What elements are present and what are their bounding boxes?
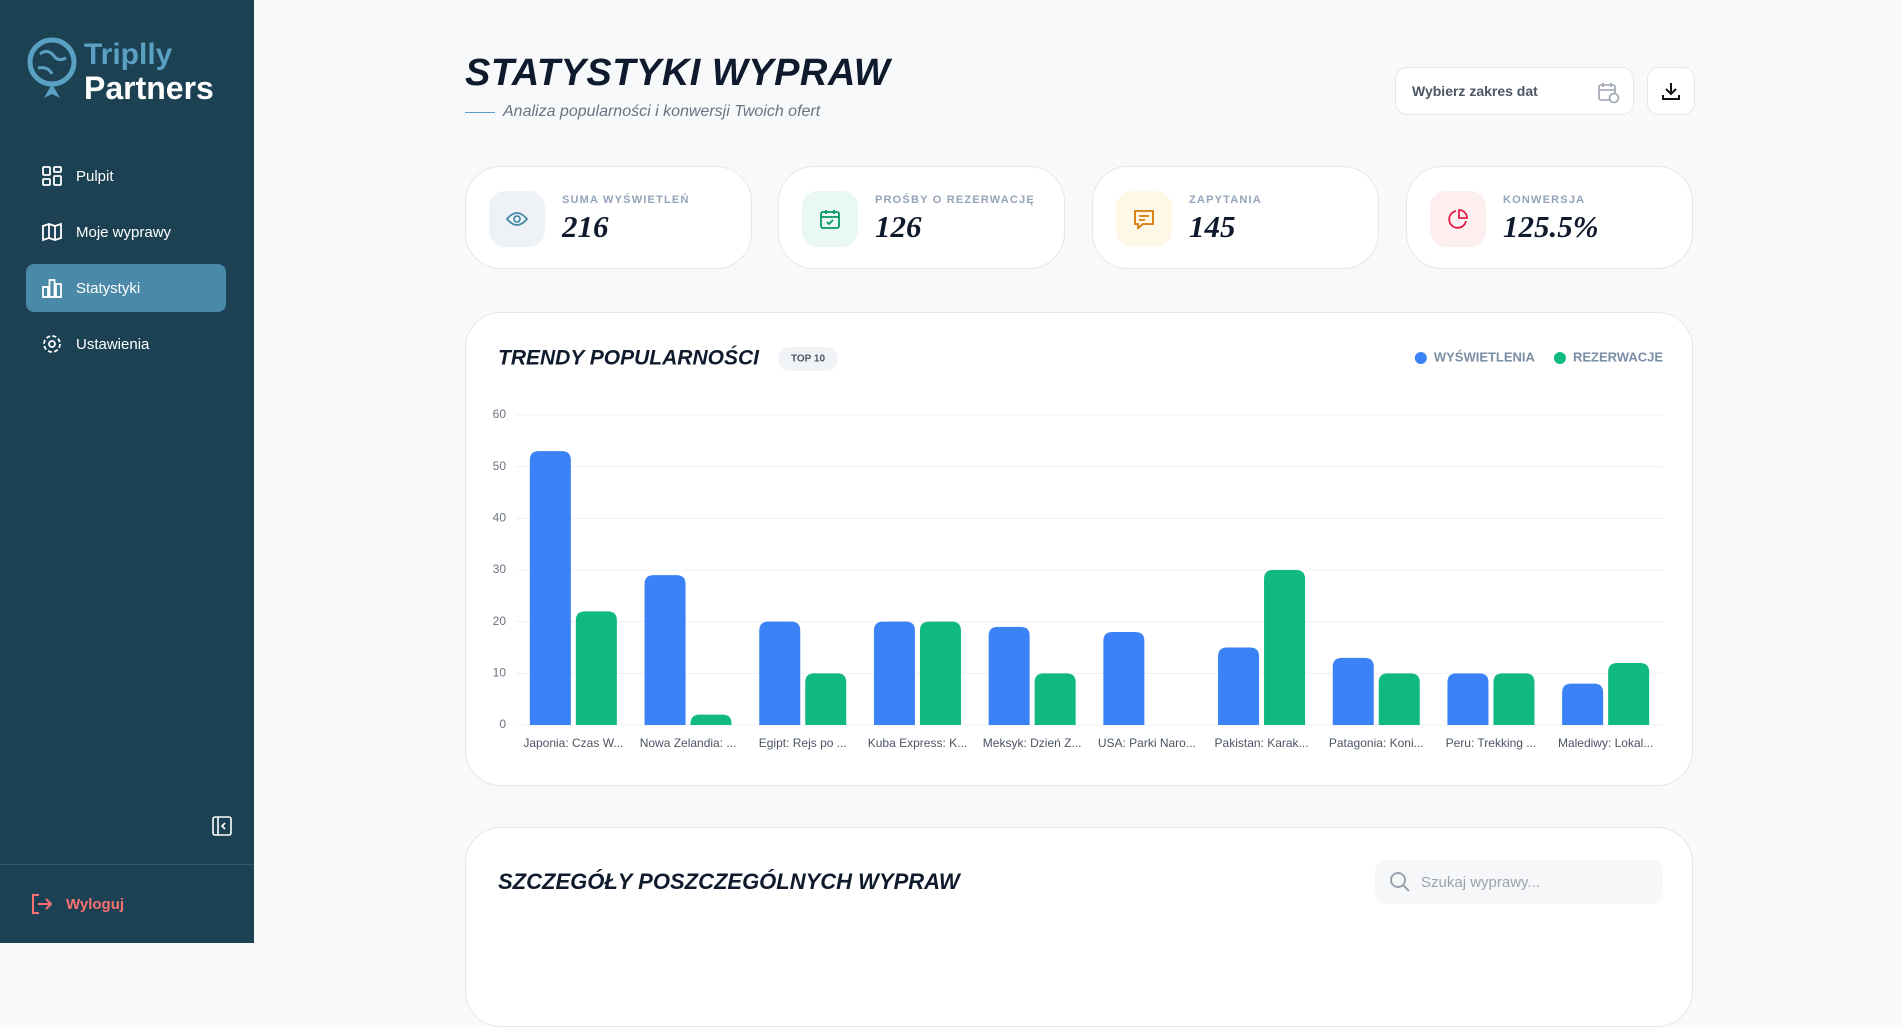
stat-icon: [1430, 191, 1486, 247]
search-input[interactable]: Szukaj wyprawy...: [1375, 860, 1663, 904]
chart: TRENDY POPULARNOŚCI TOP 10 0 10 20 30 40 50 60…: [493, 346, 1664, 751]
y-tick-label: 20: [493, 614, 507, 628]
page-subtitle: Analiza popularności i konwersji Twoich …: [503, 103, 821, 120]
sidebar: Triplly Partners Pulpit Moje wyprawy Sta…: [0, 0, 254, 943]
x-tick-label: Malediwy: Lokal...: [1558, 736, 1653, 750]
chart-card: TRENDY POPULARNOŚCI TOP 10 0 10 20 30 40 50 60…: [465, 312, 1693, 786]
nav-item[interactable]: Statystyki: [26, 264, 226, 312]
logo-icon: [27, 37, 77, 98]
icon: [43, 335, 61, 353]
legend-label: REZERWACJE: [1573, 349, 1663, 364]
icon: [42, 279, 62, 298]
download-button[interactable]: [1647, 67, 1695, 115]
bar: [690, 714, 732, 725]
bar: [919, 621, 961, 725]
icon: [42, 222, 62, 242]
stat-card: KONWERSJA 125.5%: [1406, 166, 1693, 269]
x-tick-label: Meksyk: Dzień Z...: [983, 736, 1082, 750]
nav-item[interactable]: Ustawienia: [26, 320, 226, 368]
bar: [1332, 657, 1374, 725]
bar: [644, 575, 686, 725]
y-tick-label: 50: [493, 459, 507, 473]
bar: [805, 673, 847, 725]
details-card: SZCZEGÓŁY POSZCZEGÓLNYCH WYPRAW Szukaj w…: [465, 827, 1693, 1027]
legend-marker: [1414, 352, 1427, 364]
bar: [1034, 673, 1076, 725]
y-tick-label: 40: [493, 511, 507, 525]
nav-label: Moje wyprawy: [76, 223, 172, 241]
stat-label: PROŚBY O REZERWACJĘ: [875, 194, 1035, 206]
x-tick-label: Egipt: Rejs po ...: [759, 736, 847, 750]
nav-label: Statystyki: [76, 279, 141, 297]
stat-label: ZAPYTANIA: [1189, 194, 1262, 206]
bar: [1447, 673, 1489, 725]
section-title: SZCZEGÓŁY POSZCZEGÓLNYCH WYPRAW: [498, 869, 960, 894]
bar: [988, 626, 1030, 725]
legend-label: WYŚWIETLENIA: [1434, 349, 1536, 364]
decoration: [465, 112, 495, 113]
x-tick-label: Nowa Zelandia: ...: [640, 736, 737, 750]
x-tick-label: Kuba Express: K...: [868, 736, 967, 750]
stat-card: ZAPYTANIA 145: [1092, 166, 1379, 269]
logo-text: Partners: [84, 70, 214, 106]
stat-value: 125.5%: [1503, 209, 1599, 244]
stat-value: 145: [1189, 209, 1236, 244]
icon: [42, 166, 62, 186]
divider: [0, 864, 254, 865]
y-tick-label: 0: [499, 717, 506, 731]
legend-marker: [1553, 352, 1566, 364]
stat-icon: [802, 191, 858, 247]
badge-label: TOP 10: [791, 354, 826, 365]
nav-label: Ustawienia: [76, 335, 150, 353]
search-placeholder: Szukaj wyprawy...: [1421, 873, 1540, 891]
bar: [1378, 673, 1420, 725]
bar: [1493, 673, 1535, 725]
y-tick-label: 10: [493, 666, 507, 680]
bar: [1562, 683, 1604, 725]
bar: [873, 621, 915, 725]
stat-label: SUMA WYŚWIETLEŃ: [562, 194, 690, 206]
bar: [759, 621, 801, 725]
nav-label: Pulpit: [76, 167, 114, 185]
bar: [1218, 647, 1260, 725]
bar: [1264, 570, 1306, 725]
date-picker[interactable]: Wybierz zakres dat: [1395, 67, 1634, 115]
nav-item[interactable]: Moje wyprawy: [26, 208, 226, 256]
y-tick-label: 30: [493, 562, 507, 576]
bar: [529, 451, 571, 725]
stat-label: KONWERSJA: [1503, 194, 1586, 206]
bar: [1608, 663, 1650, 725]
nav-item[interactable]: Pulpit: [26, 152, 226, 200]
x-tick-label: Japonia: Czas W...: [523, 736, 623, 750]
page: Triplly Partners Pulpit Moje wyprawy Sta…: [0, 0, 1695, 1027]
bar: [1103, 632, 1145, 725]
x-tick-label: Peru: Trekking ...: [1446, 736, 1537, 750]
icon: [32, 894, 52, 914]
icon: [1662, 83, 1680, 100]
page-title: STATYSTYKI WYPRAW: [465, 52, 891, 94]
icon: [1598, 83, 1620, 104]
logo-text: Triplly: [84, 38, 173, 71]
x-tick-label: Pakistan: Karak...: [1215, 736, 1309, 750]
x-tick-label: USA: Parki Naro...: [1098, 736, 1196, 750]
stat-card: PROŚBY O REZERWACJĘ 126: [778, 166, 1065, 269]
collapse-button[interactable]: [212, 816, 232, 836]
stat-value: 216: [562, 209, 609, 244]
stat-card: SUMA WYŚWIETLEŃ 216: [465, 166, 752, 269]
stat-icon: [489, 191, 545, 247]
icon: [1390, 872, 1410, 892]
bar: [575, 611, 617, 725]
logout-button[interactable]: Wyloguj: [30, 893, 124, 915]
y-tick-label: 60: [493, 407, 507, 421]
x-tick-label: Patagonia: Koni...: [1329, 736, 1424, 750]
stat-value: 126: [875, 209, 922, 244]
date-picker-label: Wybierz zakres dat: [1412, 83, 1538, 99]
chart-title: TRENDY POPULARNOŚCI: [498, 346, 760, 370]
stat-icon: [1116, 191, 1172, 247]
logout-label: Wyloguj: [66, 895, 125, 913]
badge: [778, 347, 838, 371]
